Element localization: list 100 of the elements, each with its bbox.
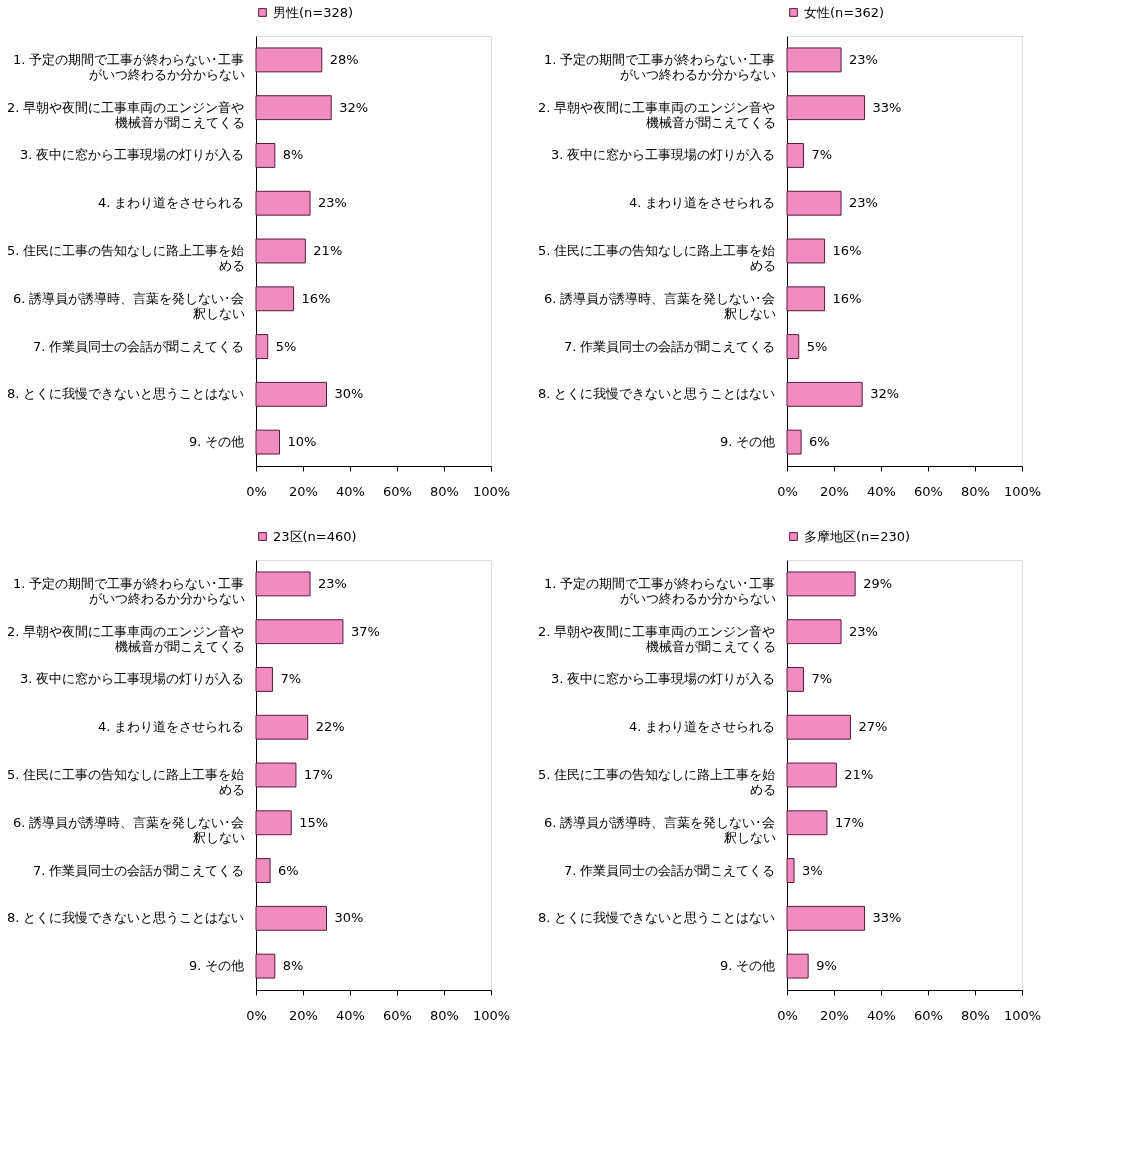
x-tick-label: 0% (777, 483, 798, 499)
bar (255, 619, 344, 645)
y-tick-label: 9. その他 (188, 434, 245, 450)
bar (255, 381, 327, 407)
x-tick-label: 0% (246, 483, 267, 499)
data-label: 37% (350, 623, 380, 639)
bar (255, 429, 280, 455)
bar (255, 905, 327, 931)
y-tick-label: 2. 早朝や夜間に工事車両のエンジン音や機械音が聞こえてくる (537, 623, 776, 654)
x-tick-label: 0% (246, 1007, 267, 1023)
bar (255, 953, 276, 979)
y-tick-label: 2. 早朝や夜間に工事車両のエンジン音や機械音が聞こえてくる (537, 99, 776, 130)
x-tick-label: 40% (336, 483, 365, 499)
data-label: 33% (872, 910, 902, 926)
x-tick-label: 80% (961, 483, 990, 499)
legend-label: 23区(n=460) (273, 528, 357, 544)
data-label: 8% (282, 147, 304, 163)
x-tick-label: 60% (383, 1007, 412, 1023)
y-tick-label: 5. 住民に工事の告知なしに路上工事を始める (6, 767, 245, 797)
data-label: 21% (844, 767, 874, 782)
data-label: 23% (318, 195, 347, 211)
data-label: 30% (334, 386, 364, 402)
bar (786, 429, 802, 455)
y-tick-label: 7. 作業員同士の会話が聞こえてくる (32, 338, 245, 354)
y-tick-label: 3. 夜中に窓から工事現場の灯りが入る (19, 147, 245, 163)
data-label: 30% (334, 910, 364, 926)
y-tick-label: 2. 早朝や夜間に工事車両のエンジン音や機械音が聞こえてくる (6, 623, 245, 654)
y-tick-label: 2. 早朝や夜間に工事車両のエンジン音や機械音が聞こえてくる (6, 99, 245, 130)
y-tick-label: 5. 住民に工事の告知なしに路上工事を始める (537, 243, 776, 273)
data-label: 32% (339, 99, 369, 115)
bar (786, 381, 863, 407)
data-label: 29% (863, 575, 893, 591)
bar (786, 334, 800, 359)
bar (786, 95, 866, 121)
data-label: 6% (278, 862, 299, 878)
x-tick-label: 80% (961, 1007, 990, 1023)
bar (786, 667, 804, 692)
data-label: 3% (802, 862, 823, 878)
data-label: 23% (849, 51, 878, 67)
bar (255, 47, 323, 73)
bar (786, 619, 842, 645)
y-tick-label: 6. 誘導員が誘導時、言葉を発しない･会釈しない (543, 290, 776, 321)
y-tick-label: 1. 予定の期間で工事が終わらない･工事がいつ終わるか分からない (543, 51, 776, 82)
data-label: 8% (282, 958, 304, 974)
bar (786, 810, 828, 836)
y-tick-label: 9. その他 (719, 434, 776, 450)
data-label: 23% (849, 623, 878, 639)
x-tick-label: 40% (336, 1007, 365, 1023)
bar (255, 762, 297, 788)
y-tick-label: 3. 夜中に窓から工事現場の灯りが入る (550, 671, 776, 687)
data-label: 27% (858, 719, 888, 735)
bar (786, 858, 795, 883)
bar (786, 571, 856, 597)
bar (255, 95, 332, 121)
bar (255, 334, 269, 359)
data-label: 33% (872, 99, 902, 115)
legend-label: 多摩地区(n=230) (804, 528, 911, 544)
x-tick-label: 20% (289, 1007, 318, 1023)
data-label: 9% (816, 958, 837, 974)
legend-label: 女性(n=362) (804, 4, 885, 20)
data-label: 17% (303, 767, 333, 782)
x-tick-label: 80% (430, 1007, 459, 1023)
bar (786, 714, 851, 740)
bar (255, 286, 295, 312)
x-tick-label: 60% (914, 1007, 943, 1023)
y-tick-label: 1. 予定の期間で工事が終わらない･工事がいつ終わるか分からない (12, 51, 245, 82)
y-tick-label: 3. 夜中に窓から工事現場の灯りが入る (550, 147, 776, 163)
legend-label: 男性(n=328) (273, 4, 354, 20)
x-tick-label: 60% (383, 483, 412, 499)
data-label: 10% (287, 434, 317, 450)
y-tick-label: 7. 作業員同士の会話が聞こえてくる (563, 862, 776, 878)
x-tick-label: 40% (867, 483, 896, 499)
x-tick-label: 20% (289, 483, 318, 499)
data-label: 7% (811, 147, 833, 163)
x-tick-label: 20% (820, 483, 849, 499)
bar (786, 143, 804, 168)
data-label: 28% (329, 51, 359, 67)
data-label: 21% (313, 243, 343, 258)
data-label: 7% (280, 671, 302, 687)
y-tick-label: 8. とくに我慢できないと思うことはない (6, 910, 245, 926)
data-label: 23% (849, 195, 878, 211)
data-label: 5% (806, 338, 828, 354)
bar (786, 190, 842, 216)
data-label: 6% (809, 434, 830, 450)
data-label: 22% (315, 719, 345, 735)
bar (786, 905, 866, 931)
x-tick-label: 100% (1003, 1007, 1042, 1023)
y-tick-label: 4. まわり道をさせられる (97, 719, 245, 735)
y-tick-label: 1. 予定の期間で工事が終わらない･工事がいつ終わるか分からない (12, 575, 245, 606)
bar (255, 190, 311, 216)
y-tick-label: 4. まわり道をさせられる (628, 719, 776, 735)
y-tick-label: 8. とくに我慢できないと思うことはない (537, 910, 776, 926)
y-tick-label: 7. 作業員同士の会話が聞こえてくる (563, 338, 776, 354)
y-tick-label: 6. 誘導員が誘導時、言葉を発しない･会釈しない (12, 290, 245, 321)
y-tick-label: 5. 住民に工事の告知なしに路上工事を始める (6, 243, 245, 273)
data-label: 5% (275, 338, 297, 354)
x-tick-label: 100% (1003, 483, 1042, 499)
x-tick-label: 80% (430, 483, 459, 499)
y-tick-label: 9. その他 (719, 958, 776, 974)
y-tick-label: 7. 作業員同士の会話が聞こえてくる (32, 862, 245, 878)
